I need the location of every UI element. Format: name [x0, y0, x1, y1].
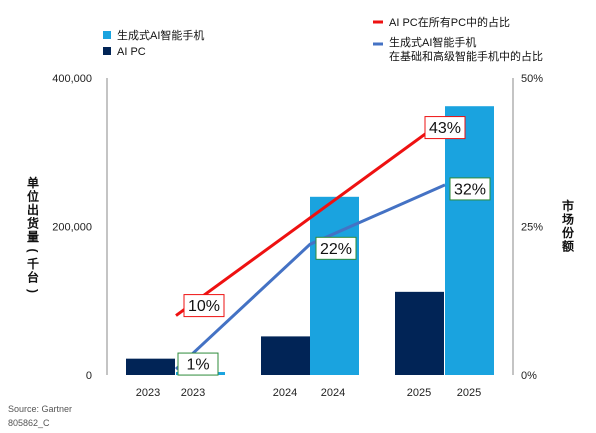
data-label-red: 43%	[424, 116, 466, 140]
bar-genai-phone	[310, 196, 359, 375]
data-label-text: 22%	[320, 241, 352, 258]
x-tick-label: 2025	[407, 387, 431, 399]
lines	[174, 118, 446, 371]
data-label-red: 10%	[183, 294, 225, 318]
line-genai-phone-share	[174, 183, 446, 371]
x-tick-label: 2023	[136, 387, 160, 399]
bar-genai-phone	[445, 106, 494, 375]
data-label-box	[177, 352, 219, 376]
source-note: Source: Gartner	[8, 404, 73, 414]
bar-ai-pc	[126, 358, 175, 375]
axis-label-char: 出	[27, 202, 39, 217]
legend-label-ai-pc: AI PC	[117, 46, 146, 58]
data-label-blue: 1%	[177, 352, 219, 376]
axis-label-char: 千	[27, 256, 39, 271]
legend-label-blue-line2: 在基础和高级智能手机中的占比	[389, 49, 543, 63]
axis-label-char: (	[26, 249, 40, 253]
line-ai-pc-share	[175, 118, 446, 317]
bar-ai-pc	[395, 291, 444, 375]
axis-label-char: )	[26, 289, 40, 293]
legend-label-genai-phone: 生成式AI智能手机	[117, 28, 204, 42]
x-tick-label: 2024	[321, 387, 345, 399]
data-label-box	[315, 236, 357, 260]
data-label-box	[183, 294, 225, 318]
x-tick-label: 2023	[181, 387, 205, 399]
axis-label-char: 份	[562, 225, 575, 240]
x-tick-label: 2024	[273, 387, 297, 399]
axis-label-char: 量	[27, 230, 39, 244]
axes: 0 200,000 400,000 0% 25% 50% 2023 2023 2024 2024 2…	[26, 73, 575, 399]
x-tick-label: 2025	[457, 387, 481, 399]
chart-code: 805862_C	[8, 418, 50, 428]
data-label-text: 1%	[186, 357, 209, 374]
y-right-tick-label: 0%	[521, 370, 537, 382]
axis-label-char: 市	[562, 198, 574, 213]
axis-label-char: 台	[27, 270, 39, 285]
axis-label-char: 位	[27, 189, 39, 204]
data-label-box	[449, 177, 491, 201]
bars	[126, 106, 494, 375]
data-label-text: 32%	[454, 181, 486, 198]
data-label-blue: 32%	[449, 177, 491, 201]
y-left-tick-label: 200,000	[52, 222, 92, 234]
bar-ai-pc	[261, 336, 310, 375]
y-left-tick-label: 0	[86, 370, 92, 382]
data-label-text: 10%	[188, 298, 220, 315]
data-label-text: 43%	[429, 120, 461, 137]
y-right-tick-label: 50%	[521, 73, 543, 85]
axis-label-char: 货	[27, 216, 39, 231]
y-left-tick-label: 400,000	[52, 73, 92, 85]
data-label-box	[424, 116, 466, 140]
axis-label-char: 单	[27, 175, 39, 190]
y-right-tick-label: 25%	[521, 222, 543, 234]
data-label-blue: 22%	[315, 236, 357, 260]
legend-swatch-ai-pc	[103, 47, 111, 55]
legend-label-red: AI PC在所有PC中的占比	[389, 15, 510, 29]
axis-label-char: 额	[562, 239, 574, 254]
axis-label-char: 场	[562, 213, 574, 227]
data-labels: 10% 43% 1% 22% 32%	[177, 116, 491, 376]
legend-label-blue-line1: 生成式AI智能手机	[389, 35, 476, 49]
legend-swatch-genai-phone	[103, 31, 111, 39]
